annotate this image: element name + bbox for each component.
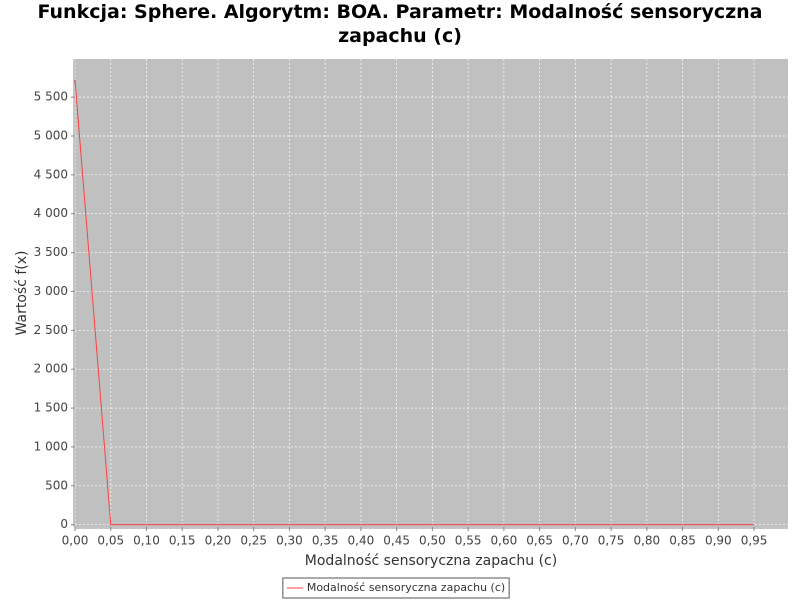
x-tick-label: 0,00 [62,534,89,548]
y-tick-label: 0 [60,517,68,531]
legend-box [282,577,510,599]
y-tick-label: 500 [45,478,68,492]
x-tick-label: 0,65 [526,534,553,548]
plot-area [75,59,788,527]
x-tick-label: 0,15 [169,534,196,548]
chart-title: Funkcja: Sphere. Algorytm: BOA. Parametr… [37,1,763,47]
x-tick-label: 0,95 [741,534,768,548]
data-line [74,79,755,526]
x-tick-label: 0,75 [598,534,625,548]
y-tick-label: 1 000 [34,439,68,453]
x-tick-label: 0,90 [705,534,732,548]
legend-label: Modalność sensoryczna zapachu (c) [307,581,505,594]
legend: Modalność sensoryczna zapachu (c) [282,577,510,599]
y-tick-label: 2 000 [34,362,68,376]
x-tick-label: 0,80 [633,534,660,548]
y-tick-label: 5 500 [34,90,68,104]
x-tick-label: 0,20 [205,534,232,548]
x-tick-label: 0,10 [133,534,160,548]
y-tick-label: 4 000 [34,206,68,220]
x-tick-label: 0,50 [419,534,446,548]
y-tick-label: 4 500 [34,167,68,181]
x-tick-label: 0,55 [455,534,482,548]
y-tick-label: 3 500 [34,245,68,259]
x-tick-label: 0,25 [240,534,267,548]
y-axis-title: Wartość f(x) [14,251,30,336]
x-tick-label: 0,40 [348,534,375,548]
x-tick-label: 0,85 [669,534,696,548]
x-tick-label: 0,30 [276,534,303,548]
x-tick-label: 0,35 [312,534,339,548]
x-tick-label: 0,70 [562,534,589,548]
y-tick-label: 1 500 [34,401,68,415]
x-tick-label: 0,05 [97,534,124,548]
y-tick-label: 5 000 [34,128,68,142]
y-tick-label: 2 500 [34,323,68,337]
x-tick-label: 0,60 [491,534,518,548]
x-tick-label: 0,45 [383,534,410,548]
y-tick-label: 3 000 [34,284,68,298]
x-axis-title: Modalność sensoryczna zapachu (c) [305,553,557,569]
